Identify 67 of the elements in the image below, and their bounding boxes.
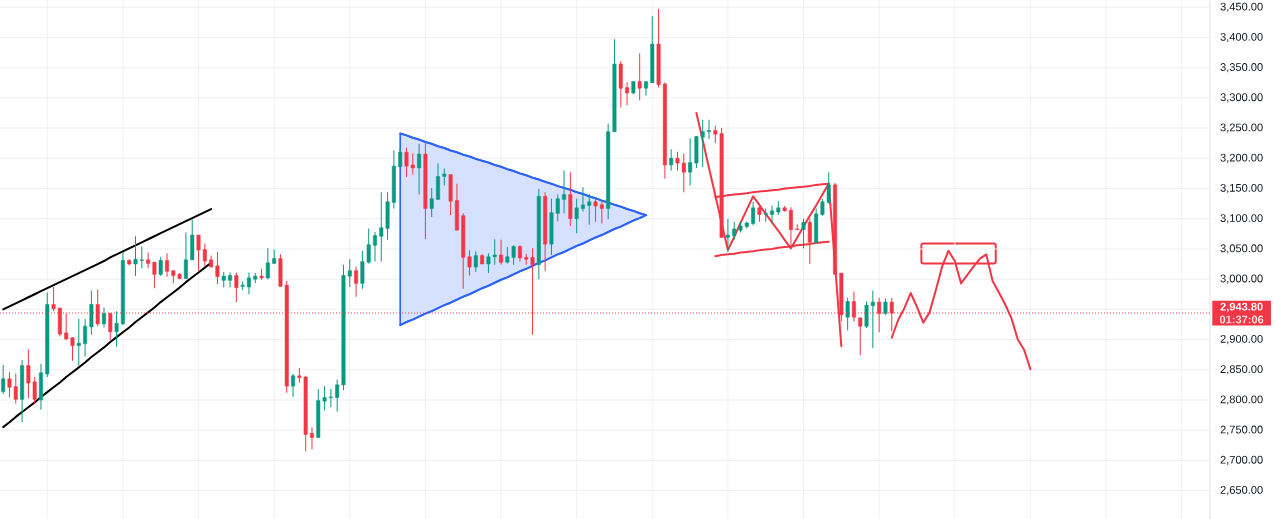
candlestick <box>587 193 592 226</box>
candlestick <box>1 364 6 395</box>
y-tick-label: 3,350.00 <box>1220 63 1263 73</box>
y-tick-label: 3,450.00 <box>1220 2 1263 12</box>
candlestick <box>89 290 94 336</box>
candlestick <box>637 52 642 101</box>
y-tick-label: 3,150.00 <box>1220 183 1263 194</box>
candlestick <box>599 200 604 225</box>
candlestick <box>845 297 850 331</box>
candlestick <box>725 218 730 253</box>
candlestick <box>215 251 220 285</box>
y-tick-label: 3,250.00 <box>1220 123 1263 133</box>
y-tick-label: 3,050.00 <box>1220 244 1263 254</box>
candlestick <box>183 232 188 280</box>
candlestick <box>158 256 163 277</box>
candlestick <box>625 81 630 106</box>
candlestick <box>574 198 579 234</box>
candlestick <box>354 265 359 298</box>
candlestick <box>246 271 251 295</box>
candlestick <box>309 426 314 451</box>
candlestick <box>864 300 869 329</box>
y-tick-label: 3,400.00 <box>1220 32 1263 43</box>
candlestick <box>51 286 56 312</box>
candlestick <box>870 290 875 349</box>
candlestick <box>429 187 434 218</box>
candlestick <box>499 239 503 266</box>
candlestick <box>328 388 333 408</box>
y-tick-label: 3,000.00 <box>1220 274 1263 284</box>
candlestick <box>83 318 88 357</box>
candlestick <box>373 231 377 263</box>
candlestick <box>801 218 806 249</box>
candlestick <box>593 198 598 223</box>
candlestick <box>146 252 151 269</box>
candlestick <box>76 318 81 367</box>
candlestick <box>114 310 119 348</box>
candlestick <box>763 207 768 223</box>
candlestick <box>436 162 440 200</box>
candlestick <box>265 247 270 280</box>
candlestick <box>417 143 422 196</box>
candlestick <box>707 119 711 140</box>
candlestick <box>398 146 403 168</box>
candlestick <box>165 252 169 278</box>
y-tick-label: 3,300.00 <box>1220 93 1263 103</box>
candlestick <box>858 317 863 356</box>
y-tick-label: 3,100.00 <box>1220 214 1263 224</box>
y-tick-label: 2,850.00 <box>1220 365 1263 375</box>
candlestick <box>669 148 674 171</box>
y-tick-label: 2,650.00 <box>1220 486 1263 496</box>
candlestick <box>580 186 585 212</box>
text: 01:37:06 <box>1219 315 1264 324</box>
candlestick <box>234 271 239 303</box>
candlestick <box>770 204 774 225</box>
y-tick-label: 3,200.00 <box>1220 153 1263 163</box>
candlestick <box>291 373 296 398</box>
candlestick <box>688 137 693 186</box>
y-tick-label: 2,700.00 <box>1220 455 1263 465</box>
y-tick-label: 2,750.00 <box>1220 425 1263 435</box>
line-series <box>2 208 213 311</box>
candlestick <box>562 169 567 214</box>
ref-line-label: 2,943.80 <box>1220 302 1263 313</box>
y-tick-label: 2,800.00 <box>1220 395 1263 405</box>
candlestick <box>228 271 233 289</box>
candlestick <box>152 261 157 289</box>
candlestick <box>473 250 478 273</box>
candlestick <box>751 201 756 226</box>
candlestick <box>102 307 106 328</box>
y-tick-label: 2,900.00 <box>1220 334 1263 345</box>
